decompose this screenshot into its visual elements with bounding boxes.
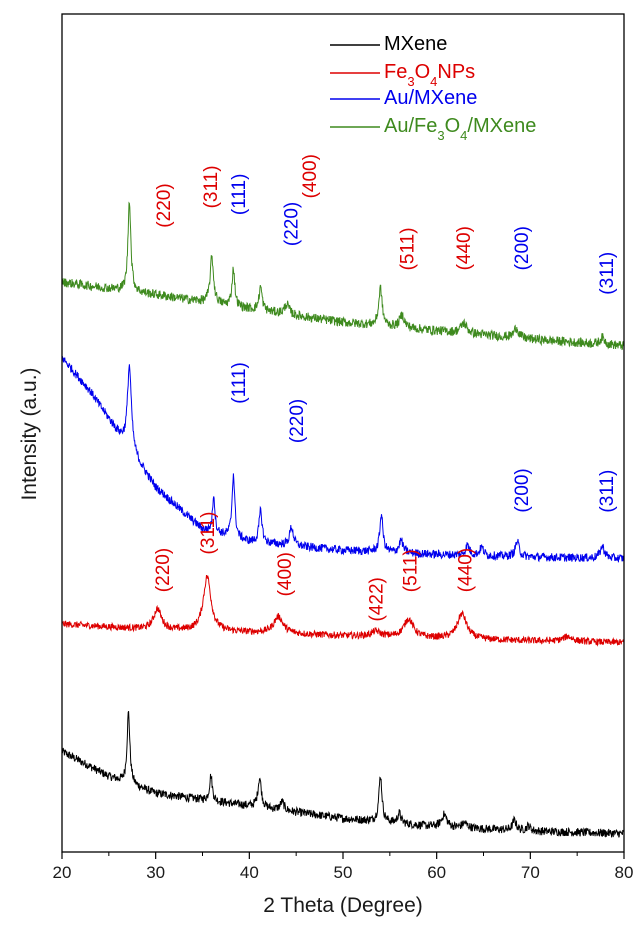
series-line-0 (61, 711, 625, 838)
x-tick-label: 60 (427, 863, 446, 882)
peak-label: (311) (597, 470, 618, 513)
x-tick-label: 20 (53, 863, 72, 882)
peak-label: (311) (201, 165, 222, 208)
x-tick-label: 50 (334, 863, 353, 882)
y-axis-title: Intensity (a.u.) (18, 367, 41, 500)
x-tick-label: 70 (521, 863, 540, 882)
peak-label: (422) (367, 577, 388, 621)
series-line-1 (61, 574, 625, 647)
series-layer (61, 201, 625, 838)
x-tick-label: 80 (615, 863, 634, 882)
peak-label: (111) (229, 174, 250, 216)
peak-label: (220) (281, 202, 302, 246)
peak-label: (220) (287, 399, 308, 443)
legend-label-3: Au/Fe3O4/MXene (384, 115, 536, 143)
peak-label: (200) (512, 468, 533, 512)
x-tick-label: 30 (146, 863, 165, 882)
x-axis: 20 30 40 50 60 70 80 (53, 852, 634, 882)
peak-label: (311) (597, 252, 618, 295)
series-line-3 (61, 201, 625, 351)
peak-label: (200) (512, 226, 533, 270)
peak-label: (220) (153, 548, 174, 592)
peak-label: (511) (398, 227, 419, 270)
peak-label-layer: (220) (311) (111) (220) (400) (511) (440) (200)… (153, 154, 618, 621)
legend-label-0: MXene (384, 33, 447, 55)
series-line-2 (61, 355, 625, 563)
peak-label: (400) (300, 154, 321, 198)
x-tick-label: 40 (240, 863, 259, 882)
peak-label: (440) (454, 226, 475, 270)
legend-label-1: Fe3O4NPs (384, 61, 475, 89)
peak-label: (400) (275, 552, 296, 596)
legend-label-2: Au/MXene (384, 87, 477, 109)
peak-label: (511) (400, 549, 421, 592)
peak-label: (311) (198, 512, 219, 555)
x-axis-title: 2 Theta (Degree) (263, 894, 423, 917)
plot-frame (61, 13, 625, 853)
peak-label: (220) (154, 183, 175, 227)
peak-label: (111) (229, 362, 250, 404)
peak-label: (440) (456, 548, 477, 592)
